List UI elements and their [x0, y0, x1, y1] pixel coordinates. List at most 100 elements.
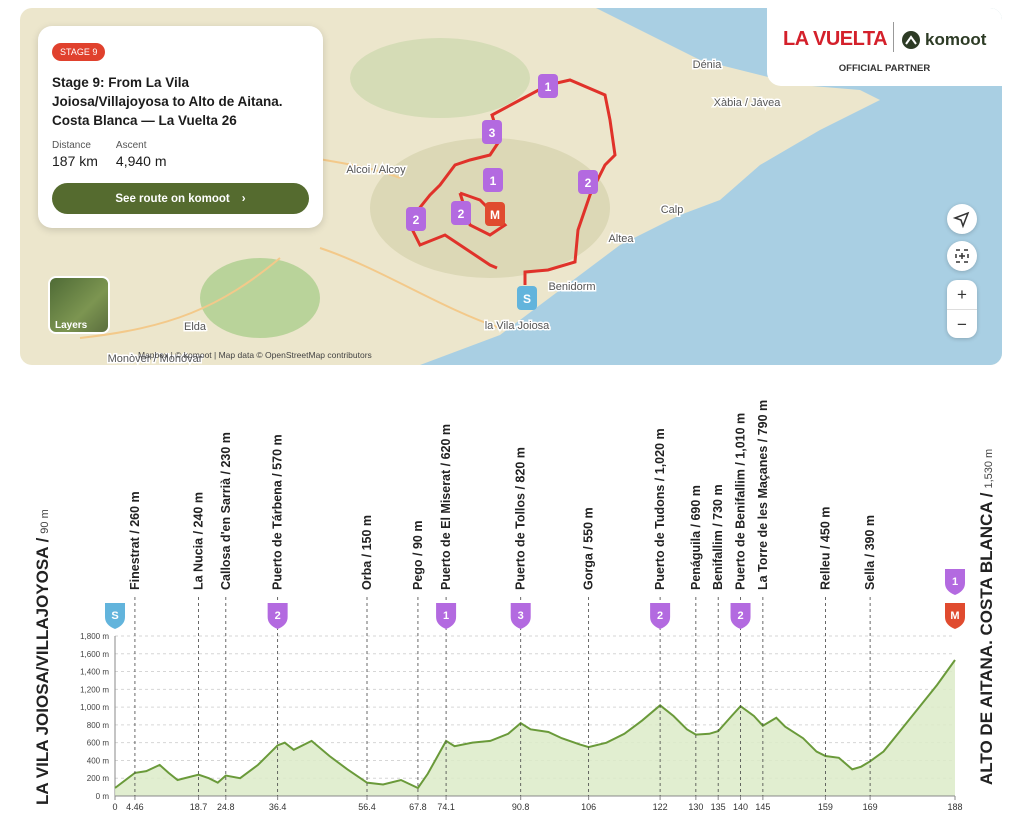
place-label: Altea	[608, 233, 634, 245]
start-elevation: 90 m	[39, 509, 51, 533]
locate-button[interactable]	[947, 204, 977, 234]
x-tick-label: 130	[688, 802, 703, 812]
y-tick-label: 600 m	[87, 739, 110, 748]
finish-name: ALTO DE AITANA. COSTA BLANCA / 1,530 m	[977, 449, 996, 785]
route-marker-label: 1	[490, 174, 497, 188]
marker-badge	[945, 603, 965, 629]
start-name: LA VILA JOIOSA/VILLAJOYOSA / 90 m	[33, 509, 52, 805]
attribution: Mapbox | © komoot | Map data © OpenStree…	[138, 350, 372, 360]
route-marker-label: M	[490, 208, 500, 222]
x-tick-label: 90.8	[512, 802, 530, 812]
route-marker-label: S	[523, 292, 531, 306]
waypoint-label: La Torre de les Maçanes / 790 m	[756, 400, 770, 590]
marker-label: S	[111, 610, 118, 622]
x-tick-label: 0	[112, 802, 117, 812]
route-marker: 3	[482, 120, 502, 144]
place-label: Alcoi / Alcoy	[346, 164, 406, 176]
y-tick-label: 200 m	[87, 774, 110, 783]
x-tick-label: 122	[653, 802, 668, 812]
route-marker: 1	[538, 74, 558, 98]
x-tick-label: 56.4	[358, 802, 376, 812]
marker-badge	[267, 603, 288, 629]
chevron: ›	[241, 192, 246, 205]
stat-value: 187 km	[52, 153, 98, 169]
marker-badge	[650, 603, 671, 629]
stage-card: STAGE 9 Stage 9: From La Vila Joiosa/Vil…	[38, 26, 323, 228]
x-tick-label: 159	[818, 802, 833, 812]
x-tick-label: 4.46	[126, 802, 144, 812]
waypoint-label: Puerto de Tollos / 820 m	[514, 447, 528, 590]
waypoint-label: Finestrat / 260 m	[128, 491, 142, 590]
stat: Distance 187 km	[52, 140, 98, 169]
route-marker-label: 1	[545, 80, 552, 94]
x-tick-label: 145	[755, 802, 770, 812]
marker-label: 2	[657, 610, 663, 622]
stage-badge: STAGE 9	[52, 43, 106, 61]
divider	[893, 22, 894, 52]
finish-name-text: ALTO DE AITANA. COSTA BLANCA /	[977, 492, 996, 785]
x-tick-label: 188	[947, 802, 962, 812]
fit-button[interactable]	[947, 241, 977, 271]
stat-label: Ascent	[115, 140, 147, 151]
waypoint-label: Benifallim / 730 m	[711, 484, 725, 590]
x-tick-label: 135	[711, 802, 726, 812]
waypoint-label: Gorga / 550 m	[582, 507, 596, 590]
layers-button[interactable]: Layers	[48, 276, 110, 334]
marker-label: 1	[443, 610, 449, 622]
stat-label: Distance	[52, 140, 91, 151]
place-label: Benidorm	[548, 281, 595, 293]
place-label: Calp	[661, 204, 684, 216]
x-tick-label: 18.7	[190, 802, 208, 812]
y-tick-label: 1,800 m	[80, 632, 109, 641]
map[interactable]: Dénia Xàbia / Jávea Alcoi / Alcoy Calp A…	[20, 8, 1002, 365]
zoom-in[interactable]: +	[957, 285, 967, 304]
waypoint-label: Puerto de Benifallim / 1,010 m	[734, 413, 748, 590]
x-tick-label: 106	[581, 802, 596, 812]
place-label: Xàbia / Jávea	[714, 97, 782, 109]
route-marker-label: 2	[458, 207, 465, 221]
see-route-button[interactable]: See route on komoot ›	[52, 183, 309, 214]
waypoint-label: Orba / 150 m	[360, 515, 374, 590]
y-tick-label: 1,600 m	[80, 650, 109, 659]
route-marker-label: 2	[413, 213, 420, 227]
komoot-icon	[902, 31, 920, 49]
waypoint-label: Callosa d'en Sarrià / 230 m	[219, 432, 233, 590]
marker-badge	[436, 603, 457, 629]
x-tick-label: 67.8	[409, 802, 427, 812]
route-marker: M	[485, 202, 505, 226]
finish-label: ALTO DE AITANA. COSTA BLANCA / 1,530 m	[977, 449, 996, 785]
marker-label: 1	[952, 576, 958, 588]
place-label: Monòver / Monóvar	[108, 353, 203, 365]
waypoint-label: Relleu / 450 m	[818, 507, 832, 590]
elevation-profile: LA VILA JOIOSA/VILLAJOYOSA / 90 m ALTO DE…	[33, 400, 996, 812]
komoot-logo: komoot	[925, 30, 987, 49]
y-tick-label: 1,200 m	[80, 685, 109, 694]
fit-icon	[955, 249, 969, 263]
route-marker: 2	[451, 201, 471, 225]
finish-elevation: 1,530 m	[983, 449, 995, 489]
elevation-line	[114, 659, 956, 790]
route-loop	[458, 191, 508, 237]
marker-label: 2	[275, 610, 281, 622]
route-marker-label: 2	[585, 176, 592, 190]
y-tick-label: 400 m	[87, 756, 110, 765]
x-tick-label: 24.8	[217, 802, 235, 812]
waypoint-label: La Nucia / 240 m	[192, 492, 206, 590]
waypoint-label: Sella / 390 m	[863, 515, 877, 590]
place-label: Dénia	[693, 59, 723, 71]
route-marker: 1	[483, 168, 503, 192]
y-tick-label: 1,400 m	[80, 668, 109, 677]
forest	[200, 258, 320, 338]
waypoint-label: Penáguila / 690 m	[689, 485, 703, 590]
hills	[350, 38, 530, 118]
elevation-area	[115, 660, 955, 796]
route-marker: 2	[406, 207, 426, 231]
marker-label: M	[950, 610, 959, 622]
sea	[420, 8, 1002, 365]
layers-label: Layers	[55, 320, 88, 331]
zoom-out[interactable]: −	[947, 309, 977, 339]
stat: Ascent 4,940 m	[116, 140, 167, 169]
route-marker-label: 3	[489, 126, 496, 140]
marker-label: 3	[518, 610, 524, 622]
x-tick-label: 74.1	[437, 802, 455, 812]
